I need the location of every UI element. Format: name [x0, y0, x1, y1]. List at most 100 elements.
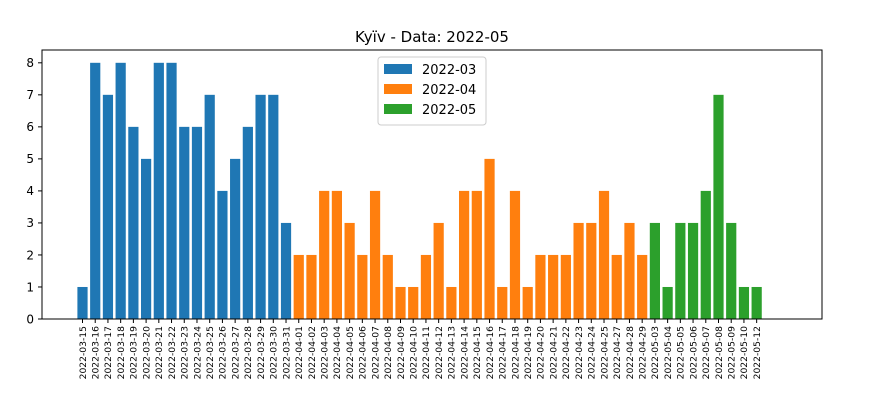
x-tick-label: 2022-03-26	[218, 326, 229, 380]
x-tick-label: 2022-03-16	[91, 326, 102, 380]
bar-2022-05-05	[675, 222, 686, 319]
bar-2022-04-04	[331, 190, 342, 319]
bar-2022-04-05	[344, 222, 355, 319]
legend-label: 2022-05	[422, 103, 476, 118]
x-tick-label: 2022-04-21	[548, 326, 559, 379]
bar-2022-03-16	[90, 62, 101, 320]
x-tick-label: 2022-04-09	[396, 326, 407, 380]
x-tick-label: 2022-03-28	[243, 326, 254, 380]
bar-2022-03-24	[191, 126, 203, 319]
x-tick-label: 2022-04-25	[599, 326, 610, 380]
x-tick-label: 2022-03-18	[116, 326, 127, 380]
bar-2022-04-14	[459, 190, 470, 319]
bar-2022-03-31	[280, 222, 292, 319]
x-tick-label: 2022-03-15	[78, 326, 89, 380]
x-tick-label: 2022-04-16	[485, 326, 496, 380]
x-tick-label: 2022-04-20	[536, 326, 547, 380]
bar-2022-04-15	[471, 190, 482, 319]
bar-2022-03-30	[268, 94, 279, 319]
bar-2022-03-23	[179, 126, 190, 319]
x-tick-label: 2022-05-12	[752, 326, 763, 379]
bar-2022-03-27	[230, 158, 241, 319]
legend-swatch	[384, 104, 412, 114]
x-tick-label: 2022-03-24	[192, 326, 203, 380]
x-tick-label: 2022-05-04	[663, 326, 674, 380]
x-tick-label: 2022-04-12	[434, 326, 445, 379]
bar-2022-03-22	[166, 62, 177, 320]
bar-2022-04-19	[522, 286, 533, 319]
x-tick-label: 2022-03-23	[180, 326, 191, 380]
bar-2022-04-18	[509, 190, 521, 319]
y-tick-label: 5	[26, 152, 34, 166]
x-tick-label: 2022-03-29	[256, 326, 267, 380]
bar-2022-04-28	[624, 222, 635, 319]
bar-2022-03-29	[255, 94, 266, 319]
bar-2022-04-03	[319, 190, 330, 319]
x-tick-label: 2022-03-20	[141, 326, 152, 380]
x-tick-label: 2022-03-21	[154, 326, 165, 379]
x-tick-label: 2022-04-15	[472, 326, 483, 380]
x-tick-label: 2022-04-02	[307, 326, 318, 379]
x-tick-label: 2022-05-03	[650, 326, 661, 380]
x-tick-label: 2022-04-17	[498, 326, 509, 380]
bar-2022-04-06	[357, 254, 368, 319]
x-tick-label: 2022-04-18	[510, 326, 521, 380]
bar-2022-03-26	[217, 190, 228, 319]
y-tick-label: 4	[26, 184, 34, 198]
bar-2022-05-10	[738, 286, 750, 319]
bar-2022-04-24	[586, 222, 597, 319]
bar-2022-04-25	[598, 190, 610, 319]
legend-label: 2022-03	[422, 63, 476, 78]
x-tick-label: 2022-04-24	[587, 326, 598, 380]
x-tick-label: 2022-05-09	[727, 326, 738, 380]
bar-2022-04-20	[535, 254, 546, 319]
x-axis: 2022-03-15 2022-03-16 2022-03-17 2022-03-18…	[78, 319, 763, 379]
bar-2022-04-07	[369, 190, 381, 319]
y-tick-label: 6	[26, 120, 34, 134]
y-tick-label: 7	[26, 88, 34, 102]
bar-2022-04-29	[637, 254, 648, 319]
x-tick-label: 2022-04-08	[383, 326, 394, 380]
bar-2022-03-15	[77, 286, 88, 319]
x-tick-label: 2022-04-13	[447, 326, 458, 380]
x-tick-label: 2022-04-01	[294, 326, 305, 379]
x-tick-label: 2022-04-10	[409, 326, 420, 380]
x-tick-label: 2022-04-03	[319, 326, 330, 380]
x-tick-label: 2022-04-19	[523, 326, 534, 380]
bar-2022-04-10	[408, 286, 419, 319]
x-tick-label: 2022-04-29	[637, 326, 648, 380]
legend-label: 2022-04	[422, 83, 476, 98]
bar-2022-03-25	[204, 94, 215, 319]
y-axis: 0 1 2 3 4 5 6 7 8	[26, 56, 42, 326]
x-tick-label: 2022-03-31	[281, 326, 292, 379]
x-tick-label: 2022-04-22	[561, 326, 572, 379]
bar-2022-03-20	[141, 158, 152, 319]
x-tick-label: 2022-03-27	[230, 326, 241, 380]
bar-2022-04-01	[293, 254, 304, 319]
bar-2022-05-04	[662, 286, 673, 319]
bar-2022-03-19	[128, 126, 139, 319]
bar-2022-05-12	[751, 286, 762, 319]
x-tick-label: 2022-04-04	[332, 326, 343, 380]
x-tick-label: 2022-03-22	[167, 326, 178, 379]
x-tick-label: 2022-05-08	[714, 326, 725, 380]
y-tick-label: 8	[26, 56, 34, 70]
bar-2022-04-12	[433, 222, 444, 319]
bar-2022-05-09	[726, 222, 737, 319]
bar-2022-04-16	[484, 158, 495, 319]
y-tick-label: 3	[26, 216, 34, 230]
x-tick-label: 2022-05-05	[676, 326, 687, 380]
x-tick-label: 2022-04-11	[421, 326, 432, 379]
bar-2022-05-06	[687, 222, 699, 319]
bar-2022-04-21	[548, 254, 559, 319]
bar-2022-03-21	[153, 62, 164, 320]
x-tick-label: 2022-03-25	[205, 326, 216, 380]
x-tick-label: 2022-04-28	[625, 326, 636, 380]
bar-2022-04-23	[573, 222, 584, 319]
bar-2022-03-28	[242, 126, 253, 319]
x-tick-label: 2022-04-27	[612, 326, 623, 380]
x-tick-label: 2022-04-06	[358, 326, 369, 380]
chart-title: Kyïv - Data: 2022-05	[355, 28, 509, 46]
x-tick-label: 2022-04-07	[370, 326, 381, 380]
